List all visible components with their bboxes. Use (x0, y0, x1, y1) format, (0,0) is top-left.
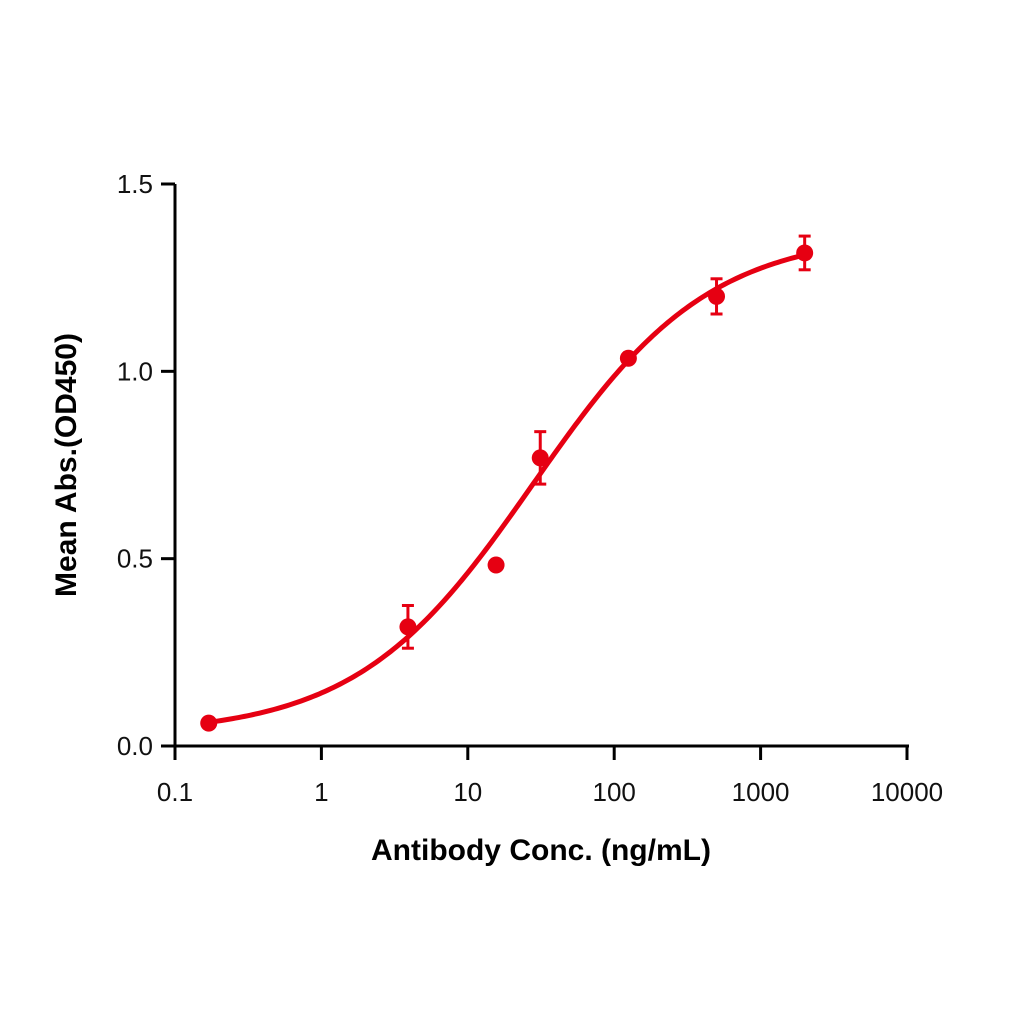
y-tick-label: 0.5 (117, 544, 153, 574)
x-tick-label: 10 (453, 777, 482, 807)
data-point (796, 244, 814, 262)
x-tick-label: 0.1 (157, 777, 193, 807)
y-tick-label: 0.0 (117, 731, 153, 761)
x-ticks: 0.1 1 10 100 1000 10000 (157, 746, 943, 807)
data-point (200, 714, 218, 732)
data-point (399, 618, 417, 636)
fit-curve (206, 252, 808, 725)
data-point (708, 287, 726, 305)
x-tick-label: 100 (593, 777, 636, 807)
y-tick-label: 1.5 (117, 169, 153, 199)
x-tick-label: 10000 (871, 777, 943, 807)
x-axis-title: Antibody Conc. (ng/mL) (371, 834, 711, 867)
data-point (619, 349, 637, 367)
y-tick-label: 1.0 (117, 356, 153, 386)
y-ticks: 0.0 0.5 1.0 1.5 (117, 169, 175, 761)
data-points (200, 244, 814, 732)
y-axis-title: Mean Abs.(OD450) (50, 333, 83, 597)
axes (173, 184, 909, 748)
data-point (487, 556, 505, 574)
x-tick-label: 1 (314, 777, 328, 807)
data-point (531, 449, 549, 467)
x-tick-label: 1000 (732, 777, 790, 807)
error-bars (401, 234, 811, 650)
